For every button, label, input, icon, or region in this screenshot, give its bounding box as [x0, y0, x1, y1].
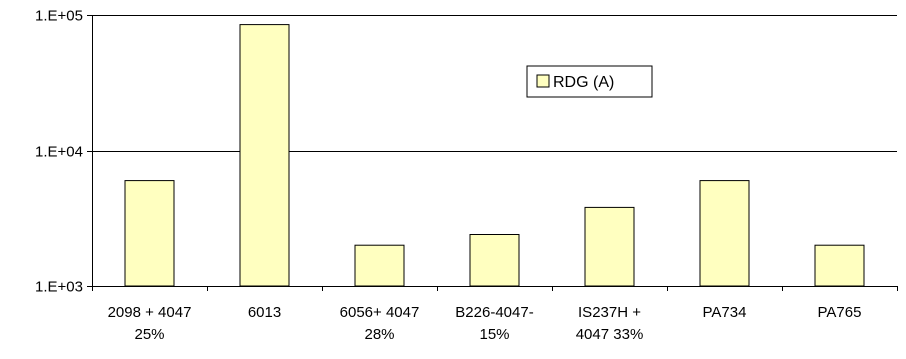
gridlines — [92, 15, 897, 152]
x-tick-label: 15% — [479, 326, 509, 343]
y-axis-ticks: 1.E+03 1.E+04 1.E+05 — [35, 8, 92, 296]
bar — [699, 180, 750, 287]
bar — [354, 244, 405, 287]
x-tick-label: 2098 + 4047 — [108, 304, 192, 321]
x-tick-label: 28% — [364, 326, 394, 343]
bar — [814, 244, 865, 287]
x-tick-label: 6013 — [248, 304, 281, 321]
bar — [239, 24, 290, 287]
x-tick-label: B226-4047- — [455, 304, 533, 321]
bar — [124, 180, 175, 287]
legend-swatch — [536, 74, 550, 88]
x-tick-label: PA734 — [703, 304, 747, 321]
y-tick-label: 1.E+04 — [35, 144, 83, 161]
bar — [469, 234, 520, 287]
x-tick-label: PA765 — [818, 304, 862, 321]
bars — [124, 24, 865, 287]
x-tick-label: IS237H + — [578, 304, 641, 321]
axes — [92, 15, 897, 287]
y-tick-label: 1.E+03 — [35, 279, 83, 296]
legend-label: RDG (A) — [553, 74, 614, 91]
y-tick-label: 1.E+05 — [35, 8, 83, 25]
x-tick-label: 6056+ 4047 — [340, 304, 420, 321]
x-tick-label: 25% — [134, 326, 164, 343]
bar — [584, 206, 635, 287]
x-tick-label: 4047 33% — [576, 326, 644, 343]
legend: RDG (A) — [526, 65, 653, 98]
x-axis-ticks: 2098 + 4047 25% 6013 6056+ 4047 28% B226-4047… — [92, 286, 898, 343]
